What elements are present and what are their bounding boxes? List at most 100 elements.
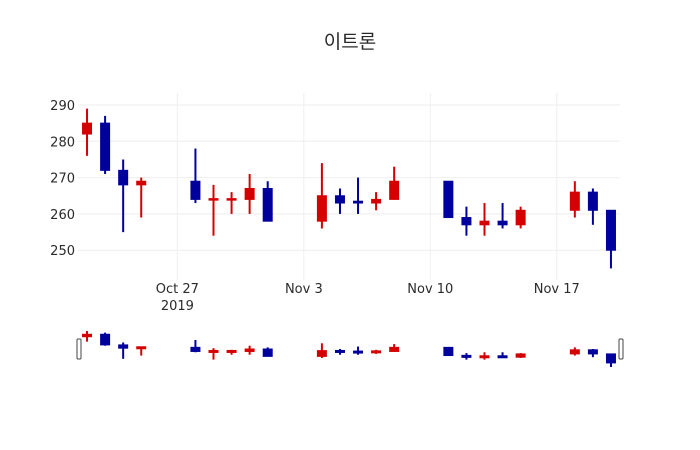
candle-body [479, 220, 490, 226]
candle-body [443, 180, 454, 219]
candle-body [569, 191, 580, 211]
candle[interactable] [316, 343, 327, 358]
candle[interactable] [389, 166, 400, 200]
candle-body [353, 350, 364, 354]
candle[interactable] [190, 148, 201, 204]
x-tick-year-label: 2019 [161, 299, 194, 314]
candle[interactable] [262, 181, 273, 222]
candle-body [100, 122, 111, 171]
candle[interactable] [605, 353, 616, 367]
candle-body [461, 217, 472, 226]
range-slider[interactable] [76, 331, 624, 367]
candle-body [334, 349, 345, 353]
candle[interactable] [136, 346, 147, 356]
y-tick-label: 270 [50, 172, 75, 187]
candle-body [118, 344, 129, 349]
candle[interactable] [515, 353, 526, 358]
candle-body [353, 200, 364, 204]
candle-body [136, 346, 147, 350]
candle[interactable] [118, 342, 129, 359]
candle-body [605, 209, 616, 251]
candle-body [82, 122, 93, 135]
candles-main[interactable] [82, 108, 616, 269]
candle[interactable] [461, 206, 472, 236]
candle-body [100, 333, 111, 346]
candle-body [190, 346, 201, 352]
candle[interactable] [244, 345, 255, 355]
candle-body [316, 350, 327, 357]
candle[interactable] [569, 181, 580, 218]
y-tick-label: 280 [50, 135, 75, 150]
candle[interactable] [190, 340, 201, 353]
candle-body [136, 180, 147, 186]
candle-body [515, 209, 526, 226]
candle[interactable] [479, 352, 490, 360]
candle[interactable] [353, 346, 364, 355]
candle-body [605, 353, 616, 364]
x-tick-label: Oct 27 [156, 282, 199, 297]
candle[interactable] [443, 180, 454, 219]
candle[interactable] [208, 184, 219, 236]
candle[interactable] [461, 353, 472, 360]
candle[interactable] [353, 177, 364, 214]
candle-body [226, 349, 237, 353]
candle-body [262, 187, 273, 222]
candle-body [389, 180, 400, 200]
candle[interactable] [226, 349, 237, 355]
x-axis-ticks: Oct 27 2019 Nov 3 Nov 10 Nov 17 [156, 282, 580, 314]
candle[interactable] [100, 115, 111, 174]
candle-body [208, 349, 219, 353]
candle-body [587, 349, 598, 355]
candle[interactable] [587, 188, 598, 225]
candle[interactable] [605, 209, 616, 269]
candle[interactable] [136, 177, 147, 218]
x-tick-label: Nov 17 [534, 282, 580, 297]
candle[interactable] [262, 347, 273, 357]
candle[interactable] [497, 203, 508, 229]
candle-body [244, 187, 255, 200]
candle-body [497, 355, 508, 359]
candle-body [244, 348, 255, 352]
x-tick-label: Nov 3 [285, 282, 323, 297]
candle[interactable] [497, 352, 508, 359]
range-slider-right-handle[interactable] [618, 338, 624, 360]
gridlines [78, 93, 620, 280]
candle[interactable] [371, 349, 382, 354]
candle[interactable] [82, 331, 93, 342]
y-axis-ticks: 250 260 270 280 290 [50, 99, 75, 259]
candle[interactable] [479, 203, 490, 236]
candle[interactable] [118, 159, 129, 233]
candle-body [497, 220, 508, 226]
candle[interactable] [244, 173, 255, 214]
candle-body [118, 169, 129, 186]
candle[interactable] [371, 192, 382, 211]
candle-body [82, 333, 93, 338]
candle-body [226, 198, 237, 201]
candle[interactable] [82, 108, 93, 156]
candle[interactable] [515, 206, 526, 229]
candle[interactable] [226, 192, 237, 214]
candle[interactable] [100, 332, 111, 346]
candle[interactable] [569, 347, 580, 356]
x-tick-label: Nov 10 [407, 282, 453, 297]
y-tick-label: 290 [50, 99, 75, 114]
candle-body [316, 195, 327, 222]
candle[interactable] [316, 163, 327, 229]
candle-body [515, 353, 526, 358]
candle-body [461, 354, 472, 358]
candle-body [262, 348, 273, 357]
candle-body [208, 198, 219, 201]
candle[interactable] [208, 348, 219, 360]
y-tick-label: 260 [50, 208, 75, 223]
candle[interactable] [334, 188, 345, 214]
candle[interactable] [389, 344, 400, 352]
candle[interactable] [334, 349, 345, 355]
candle[interactable] [443, 346, 454, 357]
candle-body [190, 180, 201, 200]
candle-body [334, 195, 345, 204]
candle-body [371, 350, 382, 354]
candle[interactable] [587, 349, 598, 358]
range-slider-left-handle[interactable] [76, 338, 82, 360]
